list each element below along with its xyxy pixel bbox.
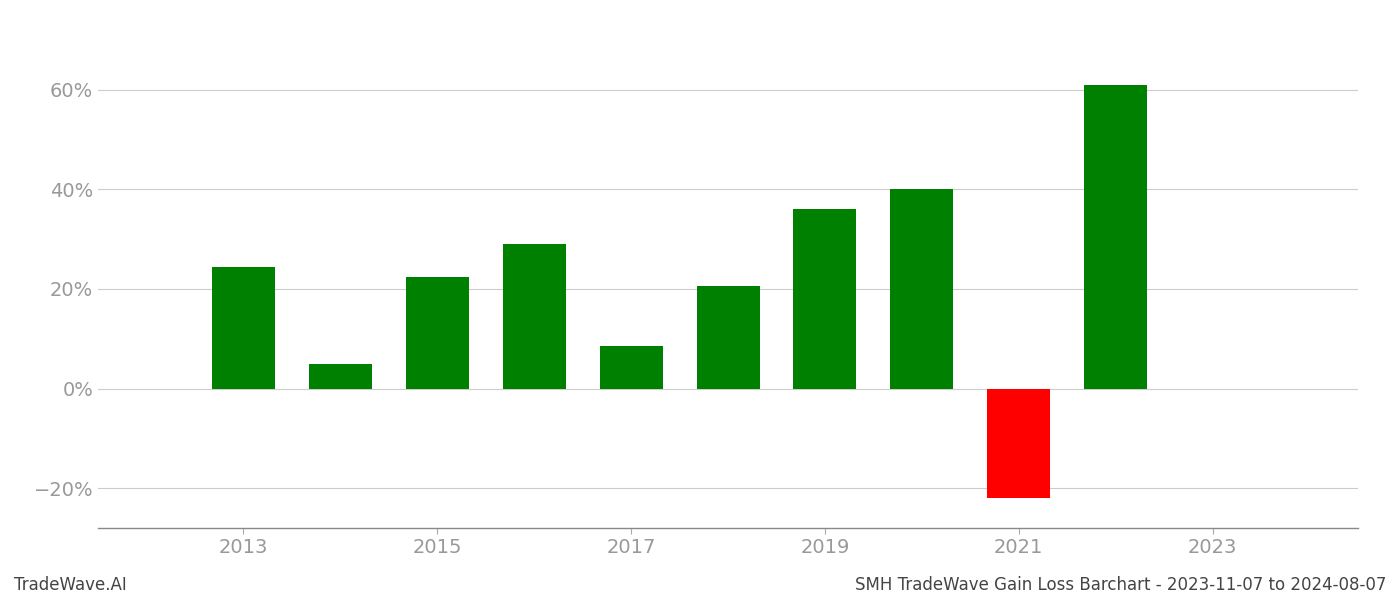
Bar [406, 277, 469, 389]
Text: TradeWave.AI: TradeWave.AI [14, 576, 127, 594]
Bar [987, 389, 1050, 498]
Bar [503, 244, 566, 389]
Bar [697, 286, 760, 389]
Bar [599, 346, 662, 389]
Bar [890, 190, 953, 389]
Bar [211, 266, 274, 389]
Text: SMH TradeWave Gain Loss Barchart - 2023-11-07 to 2024-08-07: SMH TradeWave Gain Loss Barchart - 2023-… [854, 576, 1386, 594]
Bar [1084, 85, 1147, 389]
Bar [794, 209, 857, 389]
Bar [309, 364, 372, 389]
